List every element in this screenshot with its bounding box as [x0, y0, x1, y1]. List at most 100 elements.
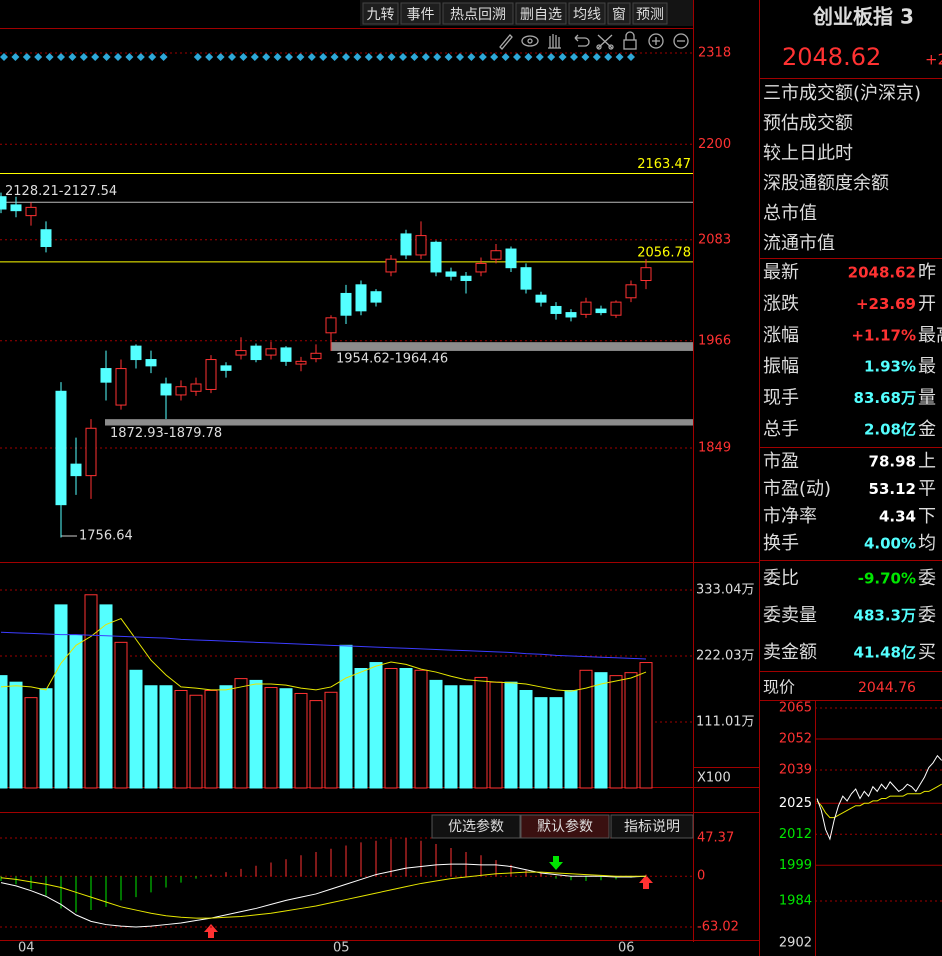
toolbar-button-label[interactable]: 九转 [367, 7, 395, 23]
signal-diamond [513, 53, 521, 61]
volume-bar [0, 675, 8, 789]
quote-next: 上 [918, 451, 936, 472]
volume-bar [594, 672, 608, 789]
quote-label: 卖金额 [763, 642, 817, 663]
quote-next: 委 [918, 568, 936, 589]
indicator-tab-label[interactable]: 优选参数 [448, 818, 504, 835]
volume-bar [459, 685, 473, 789]
quote-label: 委比 [763, 568, 799, 589]
signal-diamond [342, 53, 350, 61]
signal-diamond [34, 53, 43, 61]
volume-bar [354, 667, 368, 789]
quote-next: 最 [918, 356, 936, 377]
candle-body [115, 368, 127, 406]
toolbar-button[interactable] [442, 2, 514, 25]
x-tick-label: 04 [18, 941, 35, 956]
tool-icons[interactable] [499, 31, 689, 50]
buy-signal [204, 924, 218, 938]
volume-bar [309, 700, 323, 789]
volume-bar [384, 667, 398, 789]
index-name: 创业板指 3 [812, 5, 914, 29]
info-row: 深股通额度余额 [763, 173, 889, 194]
candle-body [55, 390, 67, 506]
quote-value: 483.3万 [854, 607, 916, 625]
candle-body [565, 312, 577, 318]
candle-body [415, 235, 427, 256]
volume-bar [129, 669, 143, 789]
candle-body [130, 345, 142, 361]
volume-bar [369, 662, 383, 789]
indicator-tab[interactable] [520, 814, 610, 839]
toolbar-button-label[interactable]: 删自选 [520, 7, 562, 23]
toolbar-button-label[interactable]: 预测 [636, 7, 664, 23]
toolbar-button-label[interactable]: 热点回溯 [450, 7, 506, 23]
toolbar-button[interactable] [632, 2, 668, 25]
y-tick-label: 2083 [698, 232, 731, 247]
candle-body [460, 275, 472, 282]
volume-bar [69, 634, 83, 789]
signal-diamond [148, 53, 157, 61]
volume-bar [264, 687, 278, 789]
volume-bar [159, 685, 173, 789]
quote-next: 量 [918, 388, 936, 409]
signal-diamond [330, 53, 339, 61]
signal-diamond [11, 53, 20, 61]
toolbar-button[interactable] [515, 2, 567, 25]
toolbar-button[interactable] [568, 2, 606, 25]
volume-bar [204, 689, 218, 789]
volume-bar [624, 672, 638, 789]
signal-diamond [239, 53, 248, 61]
quote-next: 均 [918, 533, 936, 554]
quote-next: 开 [918, 293, 936, 314]
toolbar-button[interactable] [362, 2, 399, 25]
candle-body [220, 365, 232, 371]
y-tick-label: 1966 [698, 333, 731, 348]
quote-value: 4.00% [864, 535, 916, 553]
level-label: 2163.47 [637, 157, 691, 172]
candle-body [325, 317, 337, 334]
quote-next: 平 [918, 478, 936, 499]
indicator-tab-label[interactable]: 默认参数 [537, 818, 593, 835]
y-tick-label: 2012 [779, 827, 812, 842]
candle-body [310, 352, 322, 360]
candle-body [280, 347, 292, 362]
quote-label: 涨跌 [763, 293, 799, 314]
signal-diamond [433, 53, 442, 61]
signal-diamond [364, 53, 373, 61]
signal-diamond [0, 53, 8, 61]
indicator-tab-label[interactable]: 指标说明 [624, 819, 680, 835]
candle-body [385, 258, 397, 273]
y-tick-label: 333.04万 [696, 583, 755, 598]
toolbar-button-label[interactable]: 均线 [573, 7, 601, 23]
info-row: 预估成交额 [763, 113, 853, 134]
signal-diamond [387, 53, 396, 61]
quote-label: 市净率 [763, 506, 817, 527]
quote-label: 振幅 [763, 356, 799, 377]
toolbar-button-label[interactable]: 窗 [612, 6, 626, 23]
toolbar-button[interactable] [400, 2, 441, 25]
signal-diamond [68, 53, 77, 61]
signal-diamond [91, 53, 100, 61]
y-tick-label: -63.02 [697, 920, 739, 935]
indicator-tab[interactable] [431, 814, 521, 839]
quote-next: 买 [918, 642, 936, 663]
toolbar-button[interactable] [607, 2, 631, 25]
index-change: +2 [925, 51, 942, 69]
candle-body [235, 350, 247, 356]
toolbar-button-label[interactable]: 事件 [407, 7, 435, 23]
y-tick-label: 2318 [698, 46, 731, 61]
volume-bar [534, 697, 548, 789]
info-row: 三市成交额(沪深京) [763, 83, 921, 104]
signal-diamond [592, 53, 601, 61]
indicator-tab[interactable] [610, 814, 694, 839]
signal-diamond [250, 53, 259, 61]
signal-diamond [228, 53, 236, 61]
buy-signal [639, 875, 653, 889]
quote-label: 市盈 [763, 451, 799, 472]
signal-diamond [57, 53, 65, 61]
range-label: 2128.21-2127.54 [5, 184, 117, 199]
signal-diamond [159, 53, 168, 61]
quote-value: 53.12 [869, 480, 916, 498]
